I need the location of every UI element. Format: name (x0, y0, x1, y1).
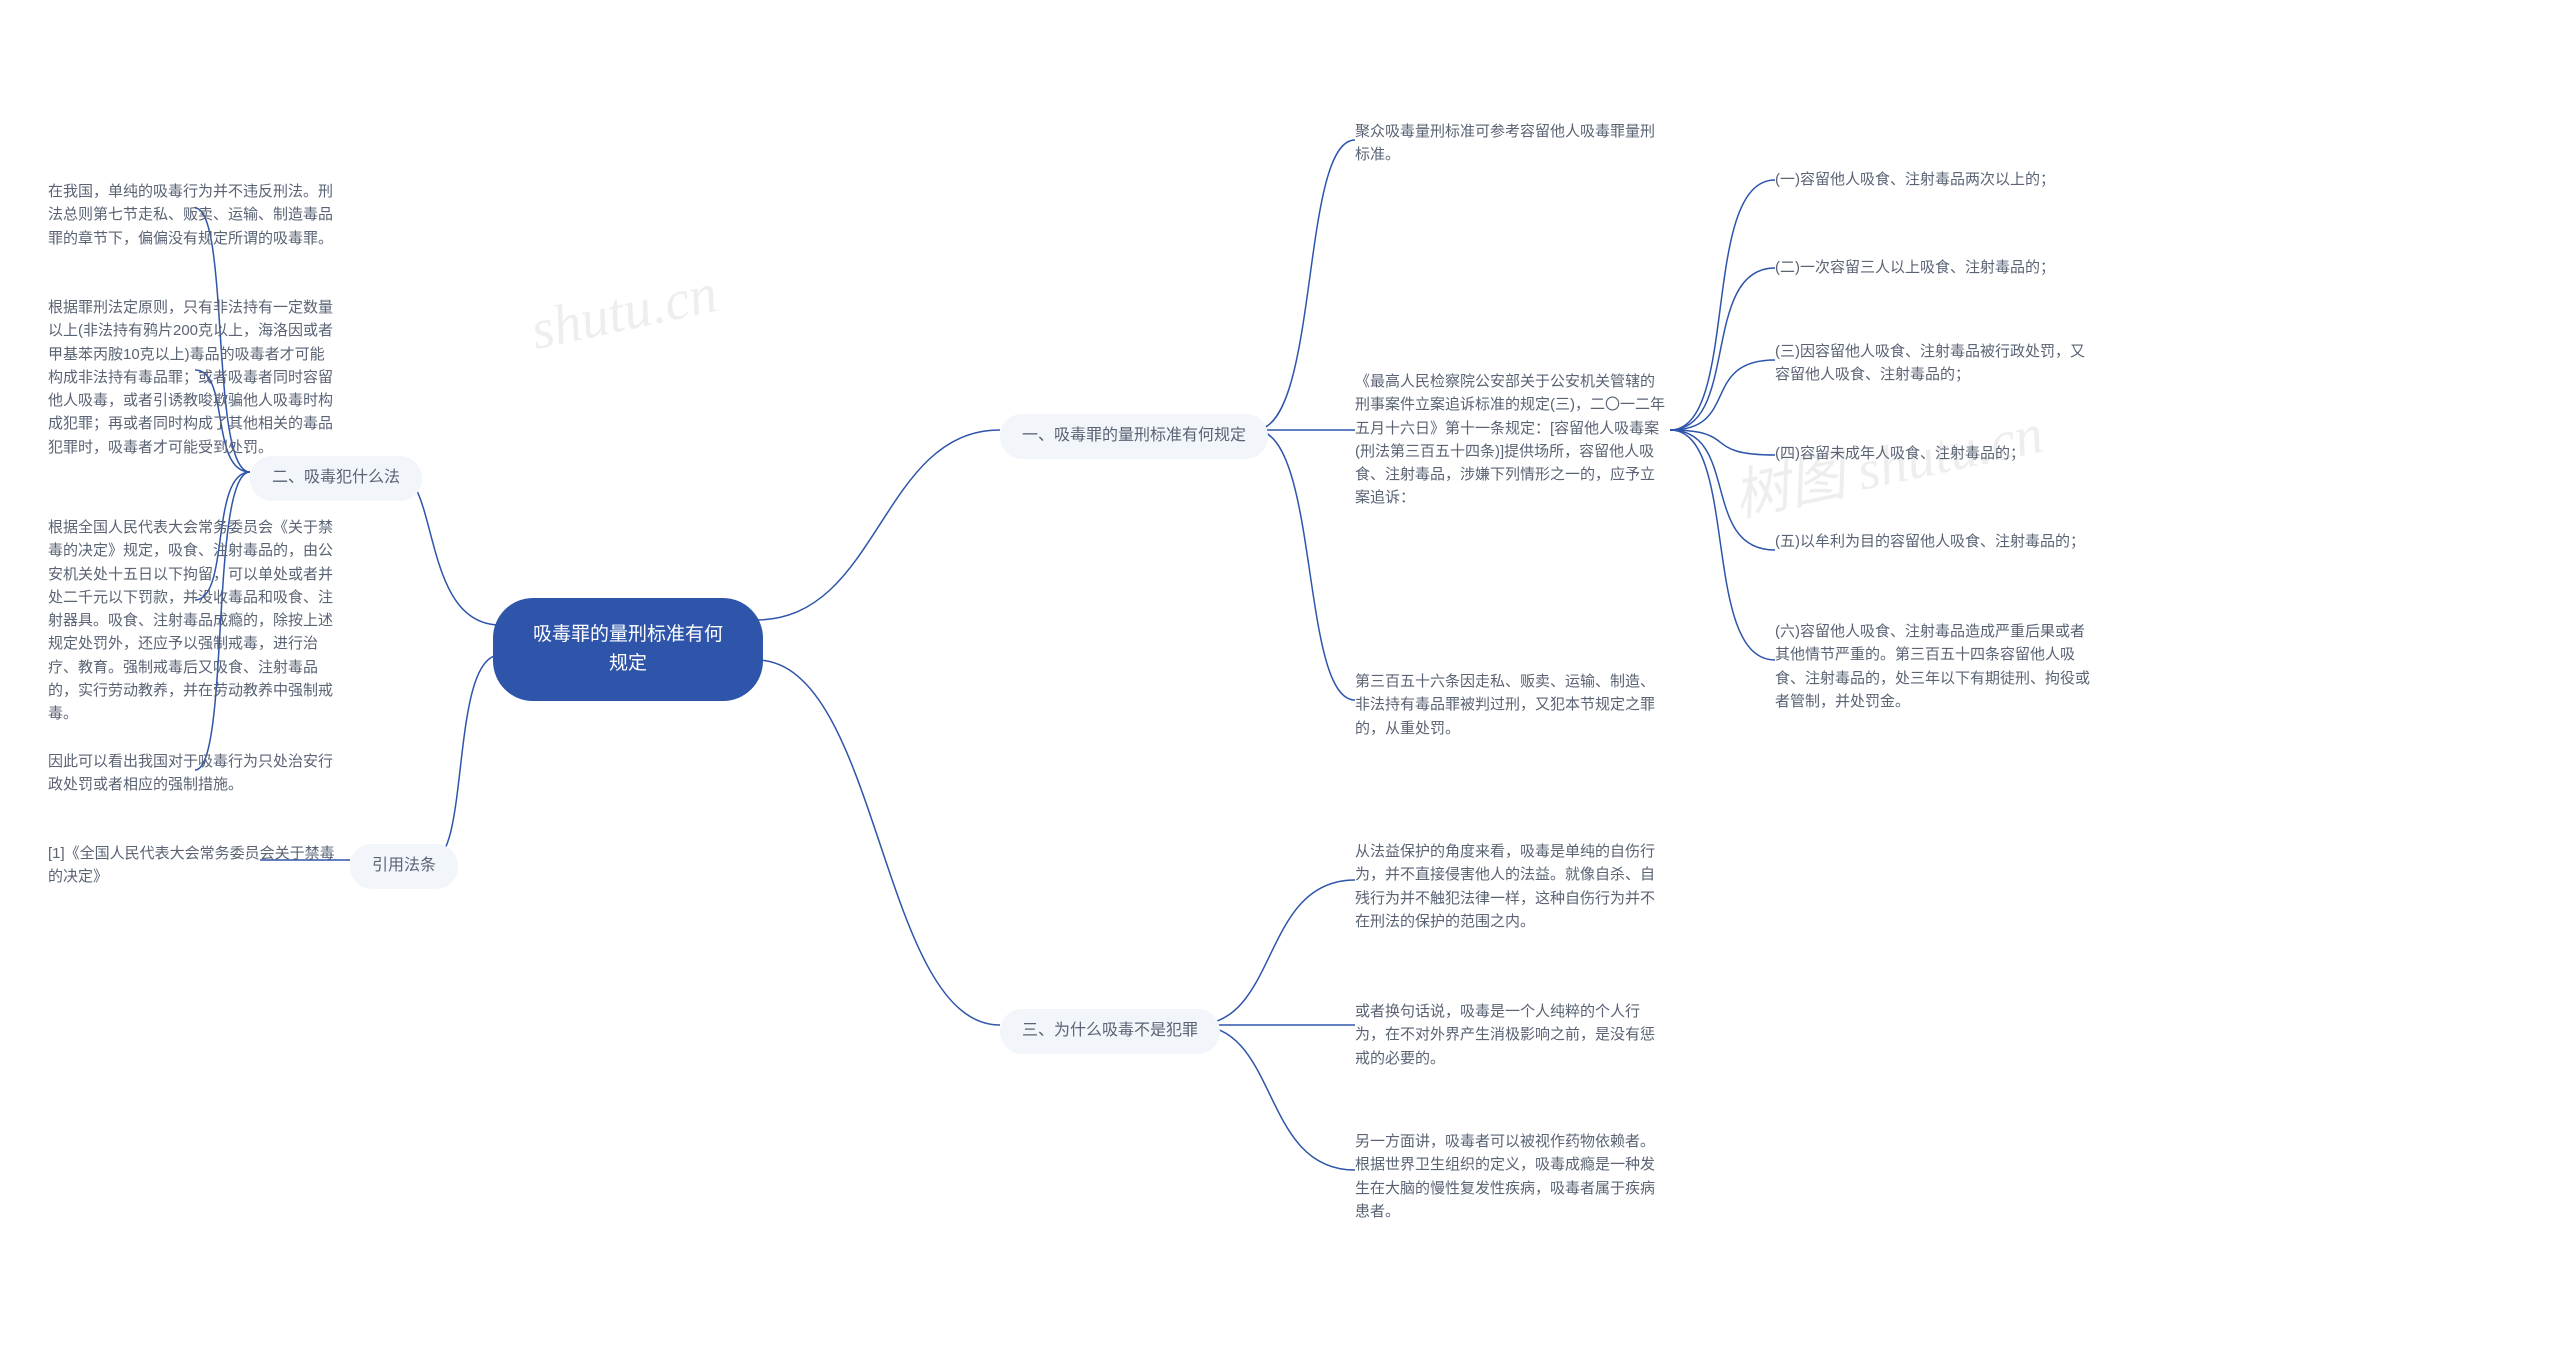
b3-leaf-2: 另一方面讲，吸毒者可以被视作药物依赖者。根据世界卫生组织的定义，吸毒成瘾是一种发… (1355, 1130, 1665, 1223)
b1-sub-5: (六)容留他人吸食、注射毒品造成严重后果或者其他情节严重的。第三百五十四条容留他… (1775, 620, 2090, 713)
center-node: 吸毒罪的量刑标准有何规定 (493, 598, 763, 701)
branch-2: 二、吸毒犯什么法 (250, 456, 422, 501)
b1-leaf-0: 聚众吸毒量刑标准可参考容留他人吸毒罪量刑标准。 (1355, 120, 1665, 167)
b2-leaf-1: 根据罪刑法定原则，只有非法持有一定数量以上(非法持有鸦片200克以上，海洛因或者… (48, 296, 338, 459)
b1-leaf-2: 第三百五十六条因走私、贩卖、运输、制造、非法持有毒品罪被判过刑，又犯本节规定之罪… (1355, 670, 1665, 740)
b1-sub-2: (三)因容留他人吸食、注射毒品被行政处罚，又容留他人吸食、注射毒品的； (1775, 340, 2090, 387)
b3-leaf-0: 从法益保护的角度来看，吸毒是单纯的自伤行为，并不直接侵害他人的法益。就像自杀、自… (1355, 840, 1665, 933)
b1-sub-3: (四)容留未成年人吸食、注射毒品的； (1775, 442, 2090, 465)
watermark: shutu.cn (525, 261, 722, 363)
b2-leaf-2: 根据全国人民代表大会常务委员会《关于禁毒的决定》规定，吸食、注射毒品的，由公安机… (48, 516, 338, 725)
b2-leaf-0: 在我国，单纯的吸毒行为并不违反刑法。刑法总则第七节走私、贩卖、运输、制造毒品罪的… (48, 180, 338, 250)
b3-leaf-1: 或者换句话说，吸毒是一个人纯粹的个人行为，在不对外界产生消极影响之前，是没有惩戒… (1355, 1000, 1665, 1070)
branch-ref: 引用法条 (350, 844, 458, 889)
b1-sub-1: (二)一次容留三人以上吸食、注射毒品的； (1775, 256, 2090, 279)
branch-3: 三、为什么吸毒不是犯罪 (1000, 1009, 1220, 1054)
b2-leaf-3: 因此可以看出我国对于吸毒行为只处治安行政处罚或者相应的强制措施。 (48, 750, 338, 797)
b1-sub-0: (一)容留他人吸食、注射毒品两次以上的； (1775, 168, 2090, 191)
connector-lines (0, 0, 2560, 1371)
branch-1: 一、吸毒罪的量刑标准有何规定 (1000, 414, 1268, 459)
ref-leaf-0: [1]《全国人民代表大会常务委员会关于禁毒的决定》 (48, 842, 338, 889)
b1-sub-4: (五)以牟利为目的容留他人吸食、注射毒品的； (1775, 530, 2090, 553)
b1-leaf-1: 《最高人民检察院公安部关于公安机关管辖的刑事案件立案追诉标准的规定(三)，二〇一… (1355, 370, 1665, 510)
